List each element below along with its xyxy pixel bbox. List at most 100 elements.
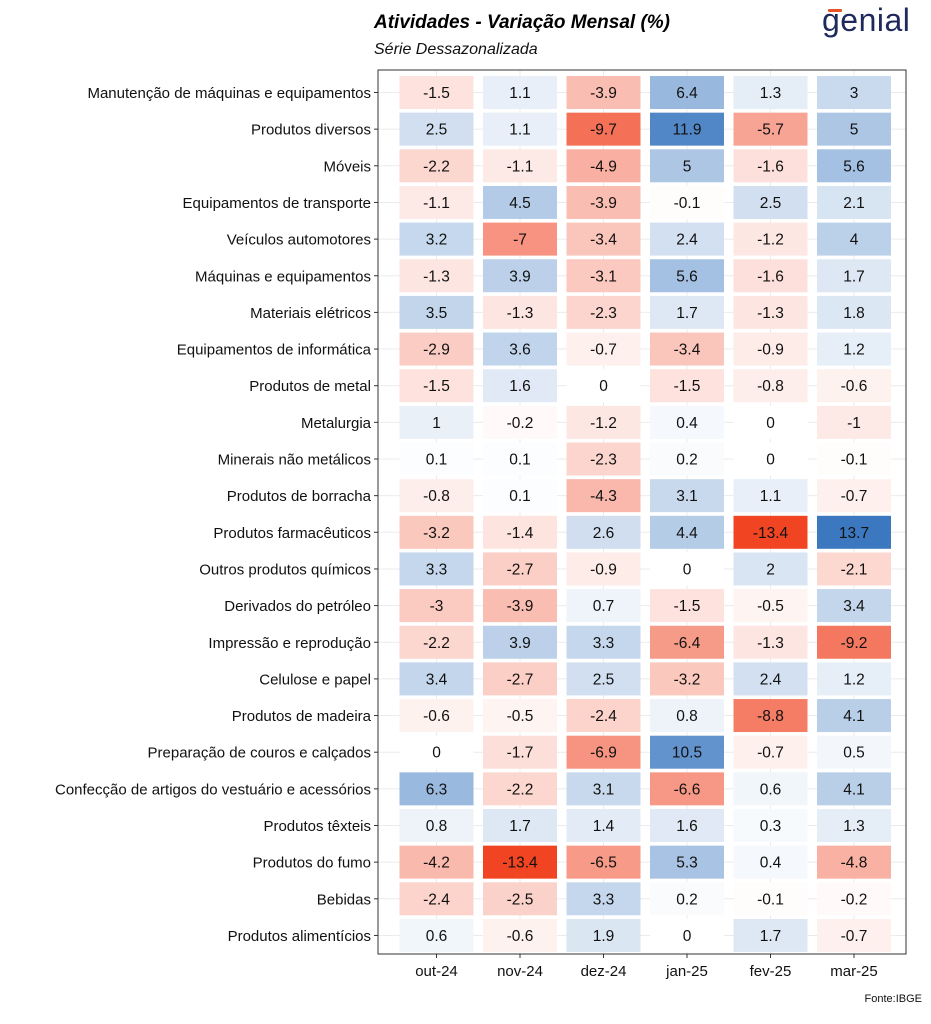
cell-value-label: 0.8 [426,818,448,835]
heatmap-cell [650,112,724,146]
heatmap-cell [483,772,557,806]
cell-value-label: -6.6 [674,781,701,798]
heatmap-cell [733,918,808,952]
heatmap-cell [817,149,891,183]
cell-value-label: -3.9 [590,195,617,212]
cell-value-label: 2.4 [760,671,782,688]
heatmap-cell [483,405,557,439]
cell-value-label: -0.8 [423,488,450,505]
cell-value-label: 3.2 [426,232,448,249]
heatmap-cell [733,112,808,146]
chart-title: Atividades - Variação Mensal (%) [374,12,671,33]
heatmap-cell [650,699,724,733]
cell-value-label: -1.3 [757,635,784,652]
cell-value-label: -2.9 [423,342,450,359]
heatmap-cell [566,112,641,146]
cell-value-label: 5.6 [676,268,698,285]
cell-value-label: 0.1 [509,452,531,469]
cell-value-label: 1.1 [509,85,531,102]
cell-value-label: 0 [766,415,775,432]
heatmap-cell [399,369,474,403]
cell-value-label: 4.1 [843,708,865,725]
cell-value-label: 0.2 [676,891,698,908]
cell-value-label: 1.7 [509,818,531,835]
cell-value-label: -0.7 [841,488,868,505]
heatmap-cell [483,918,557,952]
heatmap-cell [733,295,808,329]
cell-value-label: 1.9 [593,928,615,945]
cell-value-label: -0.7 [590,342,617,359]
heatmap-cell [399,405,474,439]
heatmap-cell [733,185,808,219]
heatmap-cell [566,552,641,586]
cell-value-label: -3.4 [590,232,617,249]
cell-value-label: -9.7 [590,122,617,139]
cell-value-label: -2.1 [841,561,868,578]
heatmap-cell [650,772,724,806]
heatmap-cell [566,405,641,439]
heatmap-cell [399,76,474,109]
heatmap-cell [650,259,724,293]
heatmap-cell [733,515,808,549]
heatmap-cell [650,185,724,219]
heatmap-cell [483,259,557,293]
heatmap-cell [483,222,557,256]
heatmap-cell [650,332,724,366]
heatmap-cell [399,735,474,769]
heatmap-cell [483,112,557,146]
cell-value-label: 2.5 [426,122,448,139]
y-tick-label: Minerais não metálicos [218,452,371,469]
x-tick-label: dez-24 [581,963,627,980]
cell-value-label: -8.8 [757,708,784,725]
cell-value-label: 5.3 [676,855,698,872]
heatmap-cell [483,479,557,513]
cell-value-label: -0.7 [757,745,784,762]
cell-value-label: -0.6 [507,928,534,945]
heatmap-cell [817,442,891,476]
heatmap-cell [650,845,724,879]
heatmap-cell [817,479,891,513]
heatmap-cell [650,222,724,256]
cell-value-label: -5.7 [757,122,784,139]
heatmap-cell [817,735,891,769]
cell-value-label: 5.6 [843,158,865,175]
cell-value-label: -2.2 [423,158,450,175]
cell-value-label: 0.7 [593,598,615,615]
cell-value-label: 0 [683,928,692,945]
heatmap-cell [399,149,474,183]
heatmap-cell [399,589,474,623]
cell-value-label: -9.2 [841,635,868,652]
cell-value-label: 1.1 [509,122,531,139]
heatmap-cell [650,479,724,513]
heatmap-cell [817,369,891,403]
heatmap-cell [650,918,724,952]
y-tick-label: Equipamentos de transporte [183,195,371,212]
y-tick-label: Produtos de madeira [232,708,372,725]
cell-value-label: -6.4 [674,635,701,652]
cell-value-label: 1.3 [760,85,782,102]
y-tick-label: Produtos do fumo [253,855,371,872]
cell-value-label: 4.1 [843,781,865,798]
cell-value-label: -0.5 [507,708,534,725]
heatmap-cell [733,735,808,769]
heatmap-cell [399,515,474,549]
heatmap-cell [399,479,474,513]
cell-value-label: 5 [683,158,692,175]
cell-value-label: -2.5 [507,891,534,908]
heatmap-cell [399,222,474,256]
cell-value-label: 4 [850,232,859,249]
cell-value-label: 0.4 [760,855,782,872]
cell-value-label: -2.4 [590,708,617,725]
y-tick-label: Máquinas e equipamentos [195,268,371,285]
cell-value-label: 1.2 [843,671,865,688]
cell-value-label: -1 [847,415,861,432]
cell-value-label: -0.8 [757,378,784,395]
heatmap-cell [566,295,641,329]
cell-value-label: -0.1 [674,195,701,212]
cell-value-label: -4.8 [841,855,868,872]
cell-value-label: 3.5 [426,305,448,322]
heatmap-cell [650,625,724,659]
cell-value-label: -0.1 [841,452,868,469]
heatmap-cell [650,882,724,916]
heatmap-cell [733,699,808,733]
